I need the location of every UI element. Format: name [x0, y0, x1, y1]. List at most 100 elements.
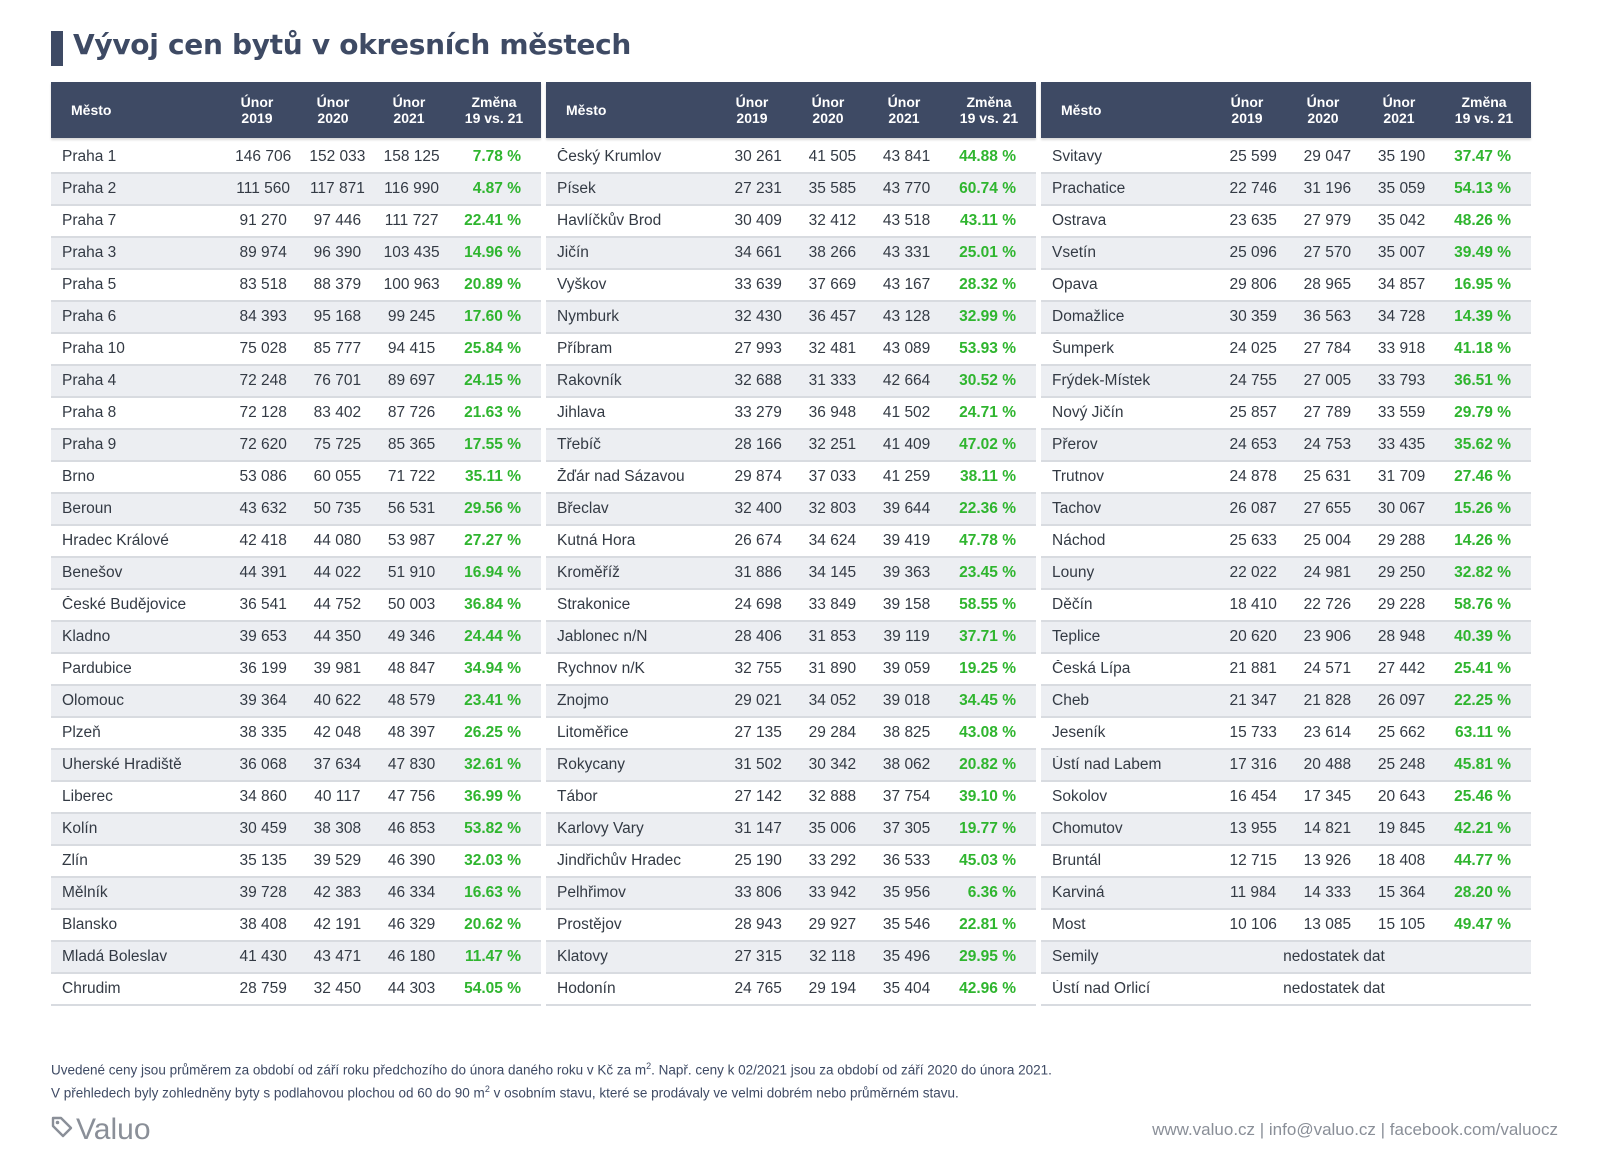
- price-2019: 10 106: [1229, 916, 1277, 933]
- price-2019: 36 199: [239, 660, 287, 677]
- price-2019: 22 746: [1229, 180, 1277, 197]
- price-2020: 29 047: [1303, 148, 1352, 165]
- title-accent-bar: [51, 31, 63, 66]
- price-2020: 32 888: [808, 788, 857, 805]
- header-change: Změna 19 vs. 21: [942, 94, 1036, 126]
- price-2019: 20 620: [1229, 628, 1277, 645]
- change-percent: 47.02 %: [959, 436, 1016, 453]
- price-2019: 44 391: [239, 564, 287, 581]
- change-percent: 17.60 %: [464, 308, 521, 325]
- price-2020: 17 345: [1303, 788, 1352, 805]
- change-percent: 14.26 %: [1454, 532, 1511, 549]
- price-2021: 25 662: [1377, 724, 1426, 741]
- price-2020: 33 942: [808, 884, 857, 901]
- city-name: Příbram: [557, 340, 613, 357]
- city-name: Blansko: [62, 916, 118, 933]
- price-2021: 33 793: [1377, 372, 1426, 389]
- change-percent: 23.45 %: [959, 564, 1016, 581]
- no-data-note: nedostatek dat: [1283, 980, 1385, 997]
- price-2021: 46 390: [387, 852, 436, 869]
- change-percent: 36.51 %: [1454, 372, 1511, 389]
- price-2021: 43 167: [882, 276, 931, 293]
- price-2019: 15 733: [1229, 724, 1277, 741]
- price-2020: 83 402: [313, 404, 362, 421]
- city-name: Chomutov: [1052, 820, 1123, 837]
- price-2020: 40 117: [314, 788, 361, 805]
- table-header: Město Únor 2019 Únor 2020 Únor 2021 Změna 19 vs.…: [51, 82, 541, 138]
- price-2019: 21 881: [1229, 660, 1277, 677]
- price-2019: 38 335: [239, 724, 287, 741]
- city-name: Karviná: [1052, 884, 1105, 901]
- city-name: Litoměřice: [557, 724, 629, 741]
- price-2021: 36 533: [882, 852, 931, 869]
- price-2019: 27 142: [734, 788, 782, 805]
- price-2019: 32 688: [734, 372, 782, 389]
- table-row: Břeclav 32 400 32 803 39 644 22.36 %: [546, 494, 1036, 526]
- price-2020: 22 726: [1303, 596, 1352, 613]
- change-percent: 25.46 %: [1454, 788, 1511, 805]
- price-2020: 32 450: [313, 980, 362, 997]
- change-percent: 15.26 %: [1454, 500, 1511, 517]
- price-2019: 43 632: [239, 500, 287, 517]
- table-row: Ústí nad Labem 17 316 20 488 25 248 45.81 %: [1041, 750, 1531, 782]
- table-row: Louny 22 022 24 981 29 250 32.82 %: [1041, 558, 1531, 590]
- header-y2021-line1: Únor: [1382, 94, 1416, 110]
- price-2021: 43 128: [882, 308, 931, 325]
- price-2021: 49 346: [387, 628, 436, 645]
- city-name: Praha 2: [62, 180, 117, 197]
- price-2021: 37 754: [882, 788, 931, 805]
- change-percent: 36.84 %: [464, 596, 521, 613]
- city-name: Tábor: [557, 788, 598, 805]
- price-2021: 35 496: [882, 948, 931, 965]
- change-percent: 14.39 %: [1454, 308, 1511, 325]
- change-percent: 63.11 %: [1454, 724, 1511, 741]
- price-2021: 31 709: [1377, 468, 1426, 485]
- price-2020: 13 085: [1303, 916, 1352, 933]
- change-percent: 26.25 %: [464, 724, 521, 741]
- change-percent: 30.52 %: [959, 372, 1016, 389]
- price-2020: 34 052: [808, 692, 857, 709]
- change-percent: 22.81 %: [959, 916, 1016, 933]
- city-name: Cheb: [1052, 692, 1090, 709]
- table-row: Nymburk 32 430 36 457 43 128 32.99 %: [546, 302, 1036, 334]
- table-row: Karviná 11 984 14 333 15 364 28.20 %: [1041, 878, 1531, 910]
- price-2020: 33 292: [808, 852, 857, 869]
- price-2021: 158 125: [383, 148, 440, 165]
- price-2020: 32 481: [808, 340, 857, 357]
- price-2021: 39 018: [882, 692, 931, 709]
- table-row: Sokolov 16 454 17 345 20 643 25.46 %: [1041, 782, 1531, 814]
- change-percent: 25.01 %: [959, 244, 1016, 261]
- header-y2021: Únor 2021: [371, 94, 447, 126]
- price-2020: 38 308: [313, 820, 362, 837]
- price-2020: 35 006: [808, 820, 857, 837]
- price-2019: 31 147: [734, 820, 782, 837]
- price-2020: 28 965: [1303, 276, 1352, 293]
- price-2021: 19 845: [1377, 820, 1426, 837]
- header-y2020: Únor 2020: [790, 94, 866, 126]
- change-percent: 45.03 %: [959, 852, 1016, 869]
- city-name: Kladno: [62, 628, 111, 645]
- price-2020: 36 457: [808, 308, 857, 325]
- city-name: Praha 4: [62, 372, 117, 389]
- price-2021: 43 770: [882, 180, 931, 197]
- change-percent: 39.10 %: [959, 788, 1016, 805]
- change-percent: 40.39 %: [1454, 628, 1511, 645]
- city-name: Přerov: [1052, 436, 1098, 453]
- table-header: Město Únor 2019 Únor 2020 Únor 2021 Změna 19 vs.…: [1041, 82, 1531, 138]
- price-2020: 14 821: [1303, 820, 1352, 837]
- change-percent: 42.21 %: [1454, 820, 1511, 837]
- price-2019: 36 068: [239, 756, 287, 773]
- city-name: Sokolov: [1052, 788, 1108, 805]
- table-row: Jablonec n/N 28 406 31 853 39 119 37.71 %: [546, 622, 1036, 654]
- price-2021: 48 847: [387, 660, 436, 677]
- city-name: Mělník: [62, 884, 108, 901]
- price-2020: 32 412: [808, 212, 857, 229]
- header-city: Město: [566, 102, 607, 118]
- price-2019: 32 755: [734, 660, 782, 677]
- header-change-line1: Změna: [966, 94, 1012, 110]
- price-2019: 33 279: [734, 404, 782, 421]
- price-2020: 33 849: [808, 596, 857, 613]
- header-y2020-line2: 2020: [1307, 110, 1339, 126]
- city-name: Žďár nad Sázavou: [557, 468, 685, 485]
- change-percent: 28.32 %: [959, 276, 1016, 293]
